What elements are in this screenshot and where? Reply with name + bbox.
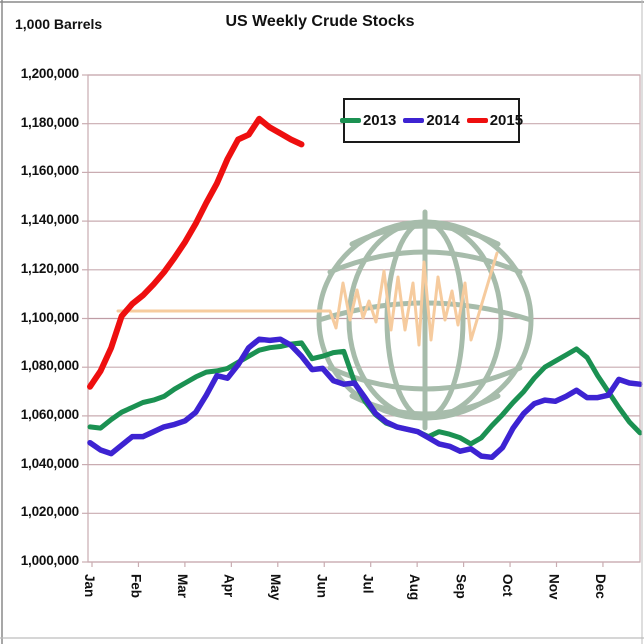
x-axis-label-jul: Jul xyxy=(360,574,376,594)
series-line-2015 xyxy=(87,115,305,390)
x-axis-label-nov: Nov xyxy=(546,574,562,600)
y-axis-label: 1,060,000 xyxy=(20,406,79,422)
y-axis-label: 1,100,000 xyxy=(20,309,79,325)
legend-swatch-2013 xyxy=(339,118,361,123)
chart-title: US Weekly Crude Stocks xyxy=(225,13,415,30)
y-axis-label: 1,160,000 xyxy=(20,163,79,179)
x-axis-label-apr: Apr xyxy=(221,574,237,598)
y-axis-label: 1,000,000 xyxy=(20,553,79,568)
y-axis-label: 1,080,000 xyxy=(20,358,79,374)
y-axis-label: 1,140,000 xyxy=(20,212,79,228)
y-axis-units-label: 1,000 Barrels xyxy=(15,16,103,32)
legend-label: 2014 xyxy=(426,112,460,129)
series-line-2014 xyxy=(87,336,643,461)
globe-logo-watermark xyxy=(116,209,534,431)
legend-item-2013: 2013 xyxy=(339,112,397,129)
legend-swatch-2014 xyxy=(403,118,425,123)
x-axis-label-aug: Aug xyxy=(407,574,423,601)
legend-item-2015: 2015 xyxy=(466,112,524,129)
x-axis-label-may: May xyxy=(267,574,283,601)
legend-label: 2013 xyxy=(362,112,397,129)
x-axis-label-oct: Oct xyxy=(500,574,516,597)
y-axis-label: 1,120,000 xyxy=(20,260,79,276)
y-axis-label: 1,020,000 xyxy=(20,504,79,520)
y-axis-label: 1,180,000 xyxy=(20,114,79,130)
y-axis-label: 1,200,000 xyxy=(20,66,79,81)
x-axis-label-mar: Mar xyxy=(174,574,190,599)
x-axis-label-dec: Dec xyxy=(592,574,608,599)
x-axis-label-jun: Jun xyxy=(314,574,330,599)
legend: 2013 2014 2015 xyxy=(339,98,524,143)
legend-label: 2015 xyxy=(489,112,524,129)
y-axis-label: 1,040,000 xyxy=(20,455,79,471)
x-axis-label-sep: Sep xyxy=(453,574,469,599)
legend-swatch-2015 xyxy=(466,118,488,123)
legend-item-2014: 2014 xyxy=(403,112,460,129)
x-axis-label-feb: Feb xyxy=(128,574,144,599)
x-axis-label-jan: Jan xyxy=(82,574,97,598)
squiggle-watermark xyxy=(116,251,499,347)
